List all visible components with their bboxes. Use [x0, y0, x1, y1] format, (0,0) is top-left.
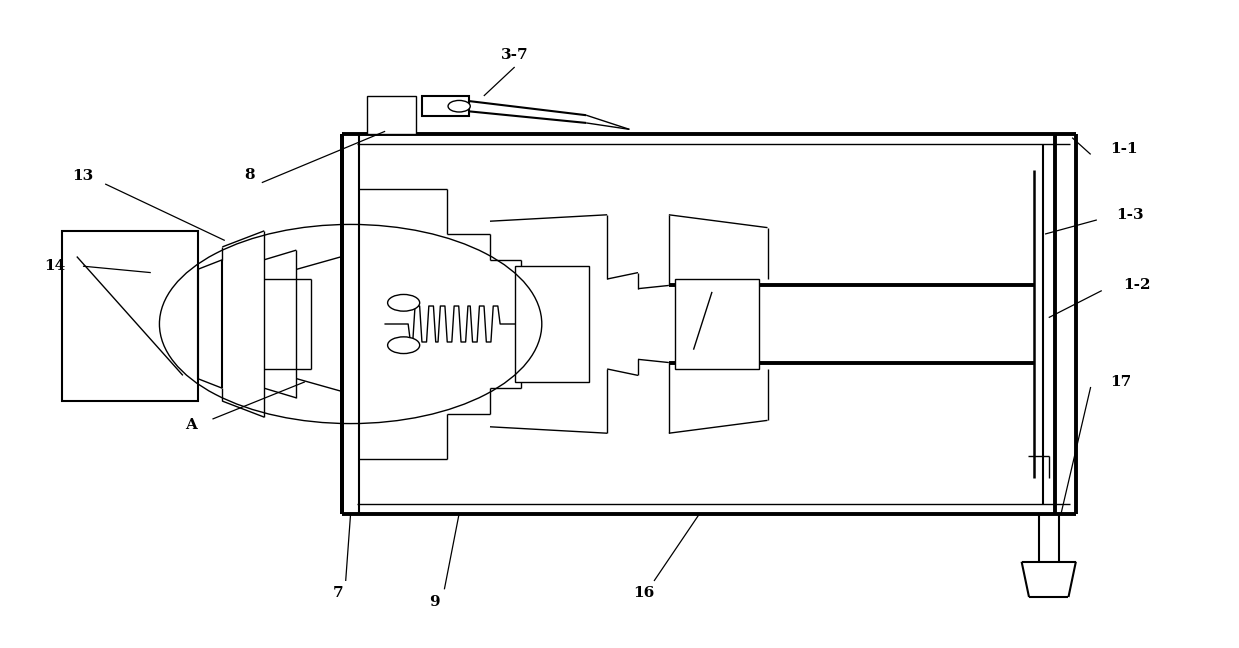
Text: 1-1: 1-1	[1110, 143, 1139, 156]
Bar	[422, 96, 470, 117]
Text: 3-7: 3-7	[501, 49, 529, 62]
Circle shape	[449, 100, 471, 112]
Text: 1-2: 1-2	[1123, 279, 1150, 292]
Text: A: A	[186, 418, 197, 432]
Circle shape	[388, 337, 420, 354]
Text: 8: 8	[244, 168, 255, 182]
Text: 14: 14	[43, 259, 66, 273]
Bar	[675, 279, 758, 369]
Text: 9: 9	[429, 594, 440, 608]
Text: 13: 13	[72, 169, 94, 183]
Bar	[367, 96, 416, 135]
Text: 1-3: 1-3	[1116, 208, 1144, 222]
Text: 16: 16	[633, 586, 654, 599]
Text: 7: 7	[333, 586, 343, 599]
Text: 17: 17	[1110, 375, 1131, 389]
Bar	[62, 231, 198, 401]
Circle shape	[388, 294, 420, 311]
Bar	[514, 266, 589, 382]
